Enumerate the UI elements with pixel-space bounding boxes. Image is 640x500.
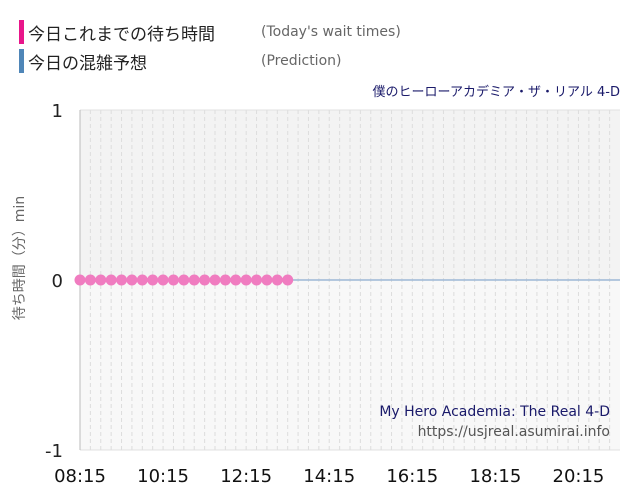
y-tick-label: 1: [52, 101, 63, 122]
wait-time-point: [126, 274, 138, 286]
x-tick-labels: 08:15 10:15 12:15 14:15 16:15 18:15 20:15: [54, 466, 604, 487]
y-tick-labels: 1 0 -1: [45, 101, 63, 462]
wait-time-point: [199, 274, 211, 286]
chart-title: 僕のヒーローアカデミア・ザ・リアル 4-D: [373, 84, 620, 100]
wait-time-point: [271, 274, 283, 286]
x-tick-label: 12:15: [220, 466, 272, 487]
legend-item-today: 今日これまでの待ち時間 (Today's wait times): [19, 19, 401, 45]
wait-time-point: [95, 274, 107, 286]
wait-time-point: [209, 274, 221, 286]
y-tick-label: -1: [45, 441, 63, 462]
wait-time-point: [116, 274, 128, 286]
y-tick-label: 0: [52, 271, 63, 292]
wait-time-point: [261, 274, 273, 286]
legend-sub-prediction: (Prediction): [261, 53, 342, 69]
wait-time-point: [167, 274, 179, 286]
wait-time-point: [188, 274, 200, 286]
credit-url: https://usjreal.asumirai.info: [418, 424, 610, 440]
wait-time-point: [251, 274, 263, 286]
wait-time-point: [74, 274, 86, 286]
x-tick-label: 14:15: [303, 466, 355, 487]
legend-sub-today: (Today's wait times): [261, 24, 401, 40]
wait-time-point: [136, 274, 148, 286]
x-tick-label: 20:15: [553, 466, 605, 487]
x-tick-label: 16:15: [386, 466, 438, 487]
legend-swatch-today: [19, 20, 24, 44]
wait-time-point: [178, 274, 190, 286]
wait-time-point: [240, 274, 252, 286]
credit-title: My Hero Academia: The Real 4-D: [379, 404, 610, 420]
x-tick-label: 18:15: [469, 466, 521, 487]
legend-label-prediction: 今日の混雑予想: [28, 53, 147, 74]
wait-time-point: [157, 274, 169, 286]
series-layer: [74, 274, 620, 286]
wait-time-point: [282, 274, 294, 286]
legend-item-prediction: 今日の混雑予想 (Prediction): [19, 48, 341, 74]
x-tick-label: 10:15: [137, 466, 189, 487]
legend-label-today: 今日これまでの待ち時間: [28, 24, 215, 45]
wait-time-point: [219, 274, 231, 286]
wait-time-point: [147, 274, 159, 286]
x-tick-label: 08:15: [54, 466, 106, 487]
wait-time-point: [84, 274, 96, 286]
wait-time-point: [230, 274, 242, 286]
wait-time-point: [105, 274, 117, 286]
y-axis-label: 待ち時間（分）min: [12, 196, 28, 320]
legend-swatch-prediction: [19, 49, 24, 73]
